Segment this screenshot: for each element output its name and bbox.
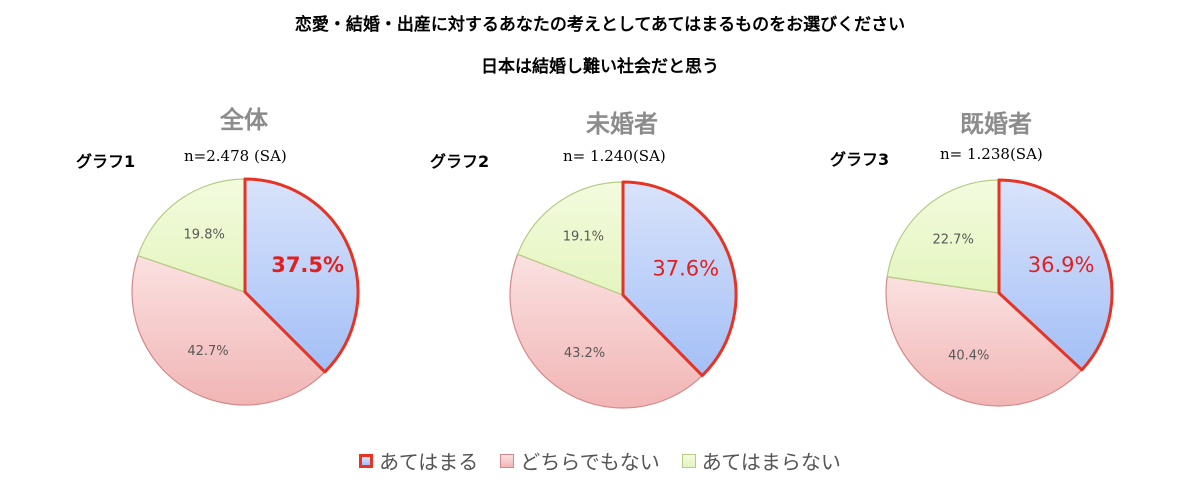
legend-item-neutral: どちらでもない [500, 446, 660, 475]
chart-title: 恋愛・結婚・出産に対するあなたの考えとしてあてはまるものをお選びください [294, 15, 906, 35]
pie3-chart: 36.9% 40.4% 22.7% [885, 178, 1114, 407]
pie1-chart: 37.5% 42.7% 19.8% [131, 177, 360, 406]
pie2-slice-no [517, 181, 624, 296]
pie2-n-label: n= 1.240(SA) [563, 147, 666, 165]
legend-swatch-yes [359, 453, 374, 468]
legend: あてはまる どちらでもない あてはまらない [0, 446, 1200, 475]
pie3-slice-yes [997, 178, 1114, 372]
legend-swatch-no [681, 453, 696, 468]
pie1-slice-neutral [131, 255, 326, 406]
pie2-label-neutral: 43.2% [564, 346, 605, 361]
pie2-label-yes: 37.6% [652, 256, 719, 280]
pie3-label-no: 22.7% [933, 233, 974, 248]
pie3-heading: 既婚者 [960, 110, 1032, 138]
legend-swatch-neutral [500, 453, 515, 468]
pie2-graph-label: グラフ2 [430, 152, 490, 171]
chart-subtitle: 日本は結婚し難い社会だと思う [481, 57, 719, 77]
pie3-slice-neutral [885, 276, 1083, 407]
pie3-n-label: n= 1.238(SA) [940, 145, 1043, 163]
pie1-slice-no [137, 178, 246, 293]
pie2-chart: 37.6% 43.2% 19.1% [509, 180, 738, 409]
pie2-slice-yes [621, 180, 738, 378]
pie2-slice-neutral [509, 253, 703, 409]
legend-item-yes: あてはまる [359, 446, 478, 475]
pie1-label-yes: 37.5% [271, 253, 344, 277]
pie2-heading: 未婚者 [586, 110, 658, 138]
legend-item-no: あてはまらない [681, 446, 841, 475]
pie2-label-no: 19.1% [563, 230, 604, 245]
legend-label-no: あてはまらない [701, 450, 841, 474]
pie1-slice-yes [243, 177, 360, 374]
pie3-graph-label: グラフ3 [830, 150, 890, 169]
legend-label-yes: あてはまる [379, 450, 479, 474]
pie3-slice-no [886, 179, 1000, 294]
legend-label-neutral: どちらでもない [520, 450, 660, 474]
pie3-label-neutral: 40.4% [948, 349, 989, 364]
pie3-label-yes: 36.9% [1028, 253, 1095, 277]
pie1-heading: 全体 [220, 106, 268, 134]
pie1-label-neutral: 42.7% [187, 344, 228, 359]
pie1-n-label: n=2.478 (SA) [184, 147, 287, 165]
pie1-graph-label: グラフ1 [76, 152, 136, 171]
pie1-label-no: 19.8% [184, 228, 225, 243]
